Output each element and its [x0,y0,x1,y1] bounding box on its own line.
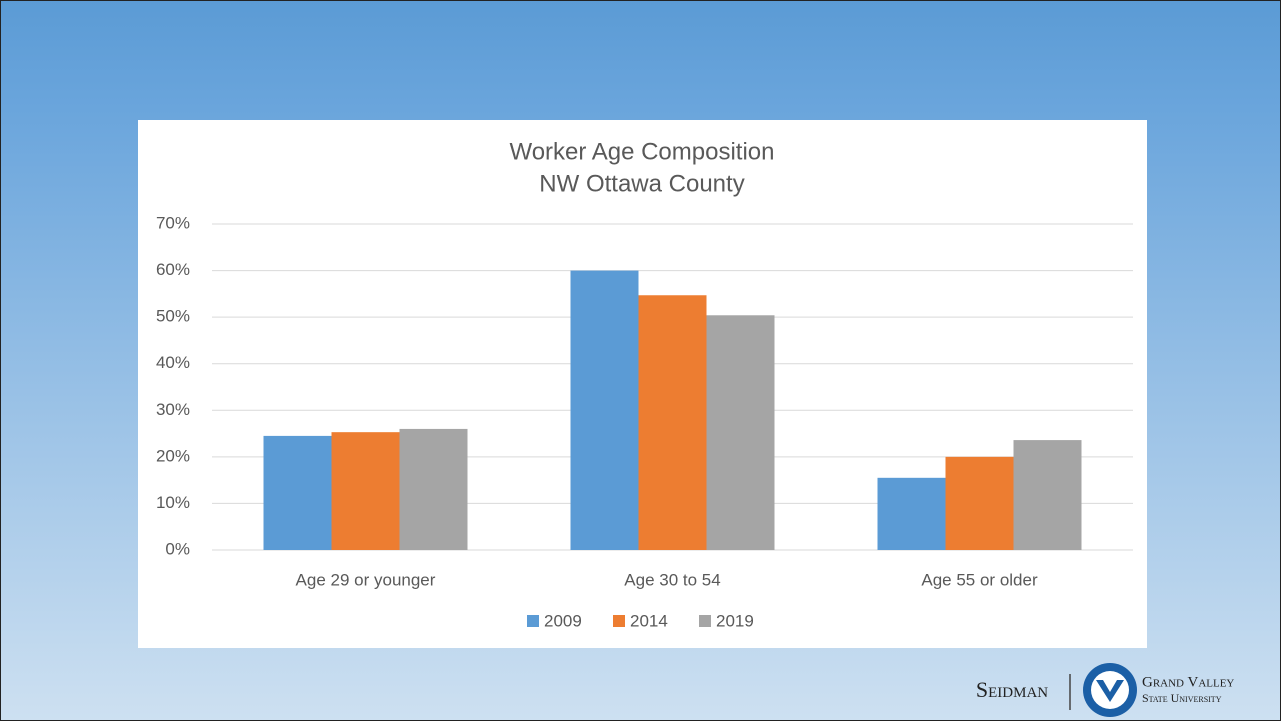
bar [945,456,1014,550]
y-tick-label: 20% [156,446,190,465]
x-tick-label: Age 29 or younger [296,570,436,589]
logo-gvsu-bottom: State University [1142,691,1222,705]
logo-gvsu-top: Grand Valley [1142,674,1234,690]
legend-swatch [699,615,711,627]
legend-label: 2019 [716,611,754,630]
y-tick-label: 70% [156,213,190,232]
bar [399,428,468,550]
logo-emblem-v [1096,680,1124,702]
y-tick-label: 40% [156,353,190,372]
x-tick-label: Age 55 or older [921,570,1038,589]
legend-label: 2009 [544,611,582,630]
y-tick-label: 30% [156,400,190,419]
x-tick-label: Age 30 to 54 [624,570,720,589]
y-tick-label: 60% [156,260,190,279]
legend-swatch [613,615,625,627]
y-tick-label: 10% [156,493,190,512]
bar [638,295,707,550]
bar [570,270,639,550]
y-tick-label: 0% [165,539,190,558]
logo: Seidman Grand Valley State University [976,663,1234,717]
y-tick-label: 50% [156,307,190,326]
chart-title: Worker Age Composition [509,138,774,165]
bar [877,477,946,550]
bar [331,432,400,550]
bar [706,315,775,550]
bar [1013,440,1082,550]
legend-label: 2014 [630,611,668,630]
logo-seidman: Seidman [976,677,1048,702]
logo-emblem-inner [1091,671,1129,709]
legend-swatch [527,615,539,627]
bar [263,435,332,550]
chart-subtitle: NW Ottawa County [539,170,744,197]
